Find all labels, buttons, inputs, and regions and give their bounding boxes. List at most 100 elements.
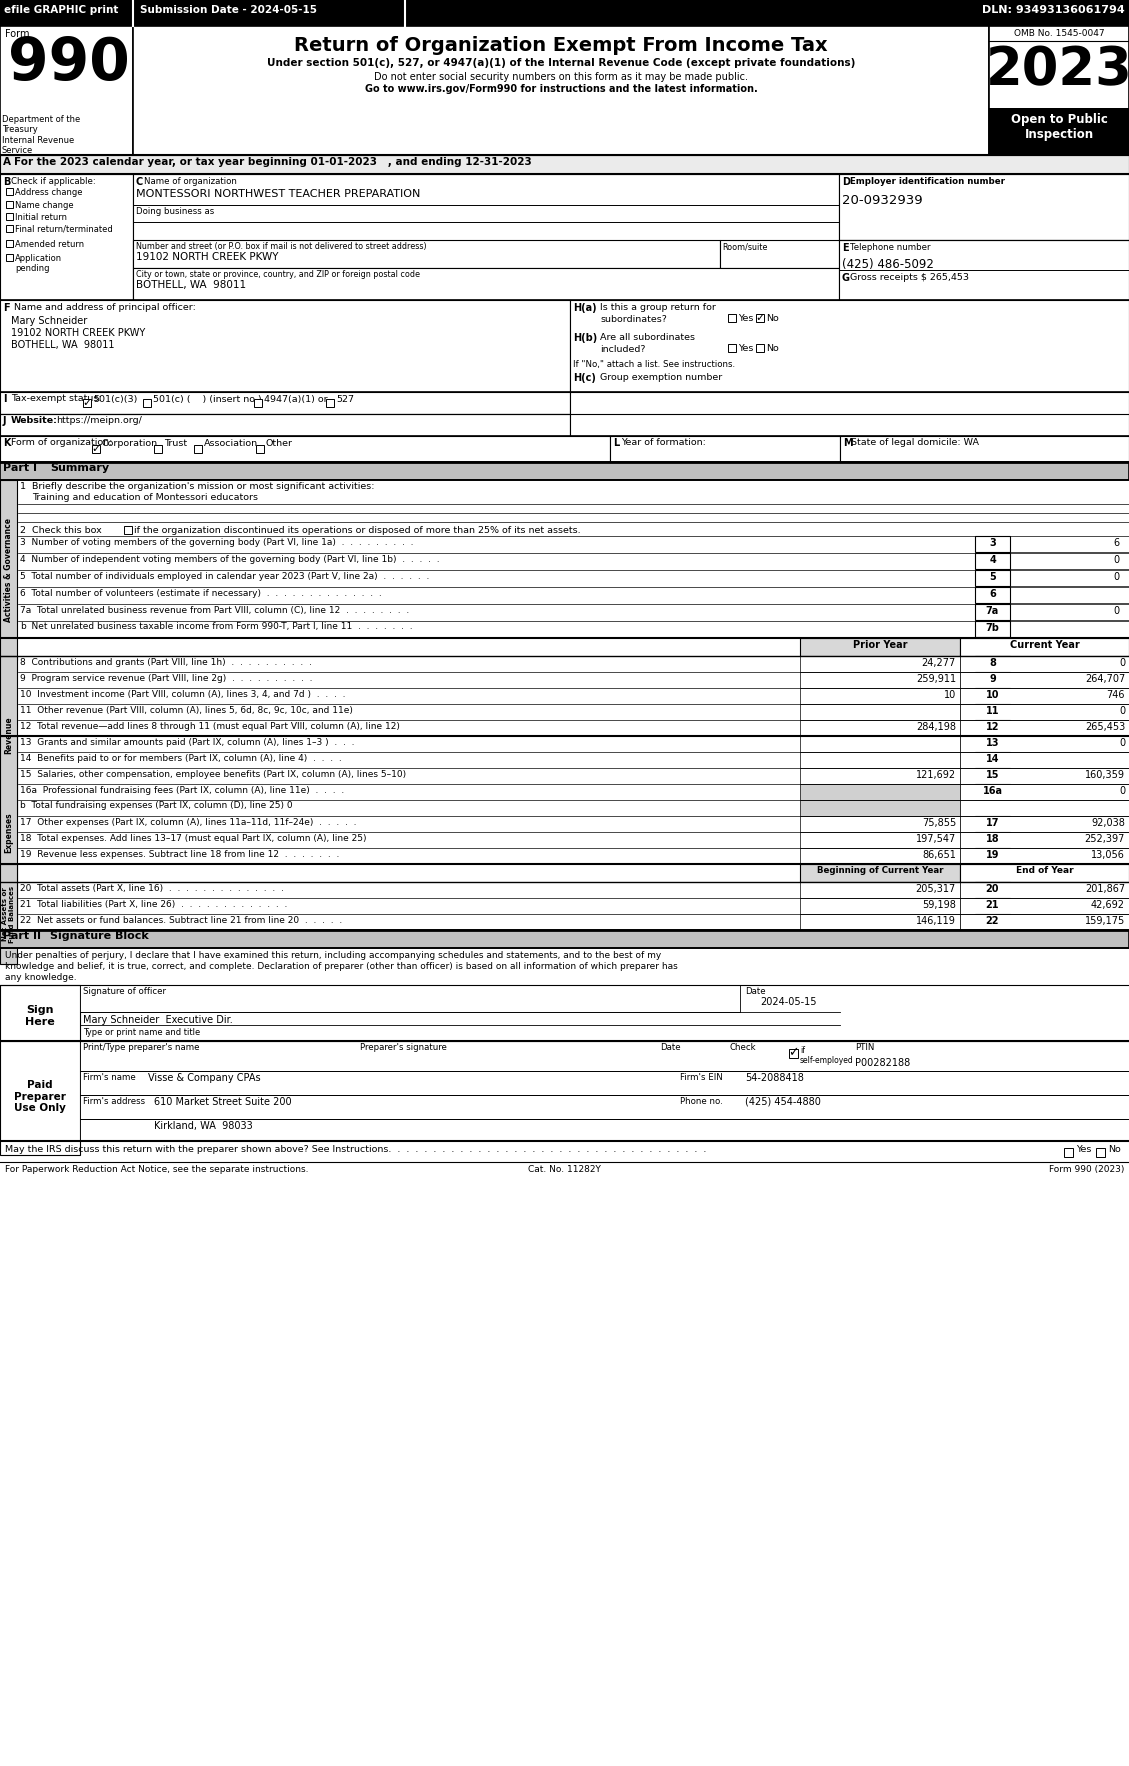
Bar — [0, 1040, 80, 1155]
Bar — [975, 622, 1010, 638]
Bar — [800, 752, 960, 768]
Bar — [6, 240, 12, 247]
Text: 501(c)(3): 501(c)(3) — [93, 396, 138, 404]
Text: 20  Total assets (Part X, line 16)  .  .  .  .  .  .  .  .  .  .  .  .  .  .: 20 Total assets (Part X, line 16) . . . … — [20, 885, 283, 894]
Text: Tax-exempt status:: Tax-exempt status: — [11, 394, 102, 403]
Bar — [800, 915, 960, 931]
Bar — [254, 399, 262, 406]
Text: May the IRS discuss this return with the preparer shown above? See Instructions.: May the IRS discuss this return with the… — [5, 1144, 707, 1153]
Bar — [800, 864, 960, 881]
Text: Firm's name: Firm's name — [84, 1074, 135, 1083]
Text: Trust: Trust — [164, 440, 187, 449]
Bar — [84, 399, 91, 406]
Bar — [975, 586, 1010, 602]
Bar — [960, 848, 1129, 864]
Bar — [133, 240, 720, 268]
Text: No: No — [765, 344, 779, 353]
Text: 10: 10 — [986, 691, 999, 699]
Bar — [154, 445, 161, 454]
Text: 3: 3 — [989, 539, 996, 547]
Text: State of legal domicile: WA: State of legal domicile: WA — [851, 438, 979, 447]
Text: (425) 486-5092: (425) 486-5092 — [842, 258, 934, 270]
Text: included?: included? — [599, 344, 646, 353]
Bar — [80, 1070, 1129, 1095]
Text: if
self-employed: if self-employed — [800, 1045, 854, 1065]
Bar — [133, 175, 839, 300]
Text: If "No," attach a list. See instructions.: If "No," attach a list. See instructions… — [574, 360, 735, 369]
Text: Date: Date — [660, 1044, 681, 1053]
Bar — [1095, 1148, 1104, 1157]
Bar — [6, 201, 12, 207]
Text: b: b — [20, 622, 26, 630]
Text: Type or print name and title: Type or print name and title — [84, 1028, 200, 1037]
Text: 7a: 7a — [986, 606, 999, 616]
Text: 746: 746 — [1106, 691, 1124, 699]
Bar — [800, 768, 960, 784]
Bar — [975, 570, 1010, 586]
Text: Amended return: Amended return — [15, 240, 85, 249]
Text: No: No — [1108, 1144, 1121, 1153]
Bar — [975, 537, 1010, 553]
Text: Go to www.irs.gov/Form990 for instructions and the latest information.: Go to www.irs.gov/Form990 for instructio… — [365, 85, 758, 94]
Bar — [6, 254, 12, 261]
Text: OMB No. 1545-0047: OMB No. 1545-0047 — [1014, 28, 1104, 39]
Bar — [975, 784, 1010, 800]
Bar — [0, 155, 1129, 175]
Bar — [0, 985, 80, 1040]
Bar — [80, 1095, 1129, 1120]
Bar — [960, 736, 1129, 752]
Text: Submission Date - 2024-05-15: Submission Date - 2024-05-15 — [140, 5, 317, 14]
Bar — [756, 314, 764, 321]
Text: Paid
Preparer
Use Only: Paid Preparer Use Only — [14, 1081, 65, 1113]
Text: 0: 0 — [1119, 738, 1124, 749]
Text: Net unrelated business taxable income from Form 990-T, Part I, line 11  .  .  . : Net unrelated business taxable income fr… — [20, 622, 412, 630]
Bar — [960, 816, 1129, 832]
Text: 3  Number of voting members of the governing body (Part VI, line 1a)  .  .  .  .: 3 Number of voting members of the govern… — [20, 539, 413, 547]
Bar — [6, 187, 12, 194]
Text: Corporation: Corporation — [102, 440, 158, 449]
Text: 259,911: 259,911 — [916, 675, 956, 683]
Text: J: J — [3, 417, 7, 426]
Text: subordinates?: subordinates? — [599, 314, 667, 323]
Bar — [975, 604, 1010, 620]
Text: Telephone number: Telephone number — [850, 244, 930, 253]
Text: efile GRAPHIC print: efile GRAPHIC print — [5, 5, 119, 14]
Text: Name of organization: Name of organization — [145, 177, 237, 185]
Text: 15: 15 — [986, 770, 999, 781]
Text: 0: 0 — [1114, 572, 1120, 583]
Bar — [960, 915, 1129, 931]
Bar — [80, 1120, 1129, 1141]
Bar — [800, 655, 960, 673]
Text: 8: 8 — [989, 659, 996, 668]
Text: Part II: Part II — [3, 931, 41, 941]
Text: 15  Salaries, other compensation, employee benefits (Part IX, column (A), lines : 15 Salaries, other compensation, employe… — [20, 770, 406, 779]
Text: 17: 17 — [986, 818, 999, 828]
Bar — [800, 881, 960, 897]
Text: 265,453: 265,453 — [1085, 722, 1124, 731]
Bar — [720, 240, 839, 268]
Bar — [728, 344, 736, 351]
Text: 9: 9 — [989, 675, 996, 683]
Text: Phone no.: Phone no. — [680, 1097, 723, 1106]
Text: Beginning of Current Year: Beginning of Current Year — [816, 865, 943, 874]
Bar — [975, 553, 1010, 569]
Bar — [756, 344, 764, 351]
Text: 2  Check this box: 2 Check this box — [20, 526, 102, 535]
Text: A: A — [3, 157, 11, 168]
Bar — [960, 689, 1129, 705]
Text: Part I: Part I — [3, 463, 37, 473]
Text: 205,317: 205,317 — [916, 885, 956, 894]
Bar — [1064, 1148, 1073, 1157]
Text: Open to Public
Inspection: Open to Public Inspection — [1010, 113, 1108, 141]
Text: G: G — [842, 274, 850, 283]
Bar — [0, 26, 133, 155]
Bar — [0, 864, 17, 964]
Bar — [960, 784, 1129, 800]
Text: Department of the
Treasury
Internal Revenue
Service: Department of the Treasury Internal Reve… — [2, 115, 80, 155]
Text: Name change: Name change — [15, 201, 73, 210]
Text: 42,692: 42,692 — [1091, 901, 1124, 909]
Text: City or town, state or province, country, and ZIP or foreign postal code: City or town, state or province, country… — [135, 270, 420, 279]
Text: ✓: ✓ — [82, 397, 91, 408]
Text: D: D — [842, 177, 850, 187]
Text: Prior Year: Prior Year — [852, 639, 908, 650]
